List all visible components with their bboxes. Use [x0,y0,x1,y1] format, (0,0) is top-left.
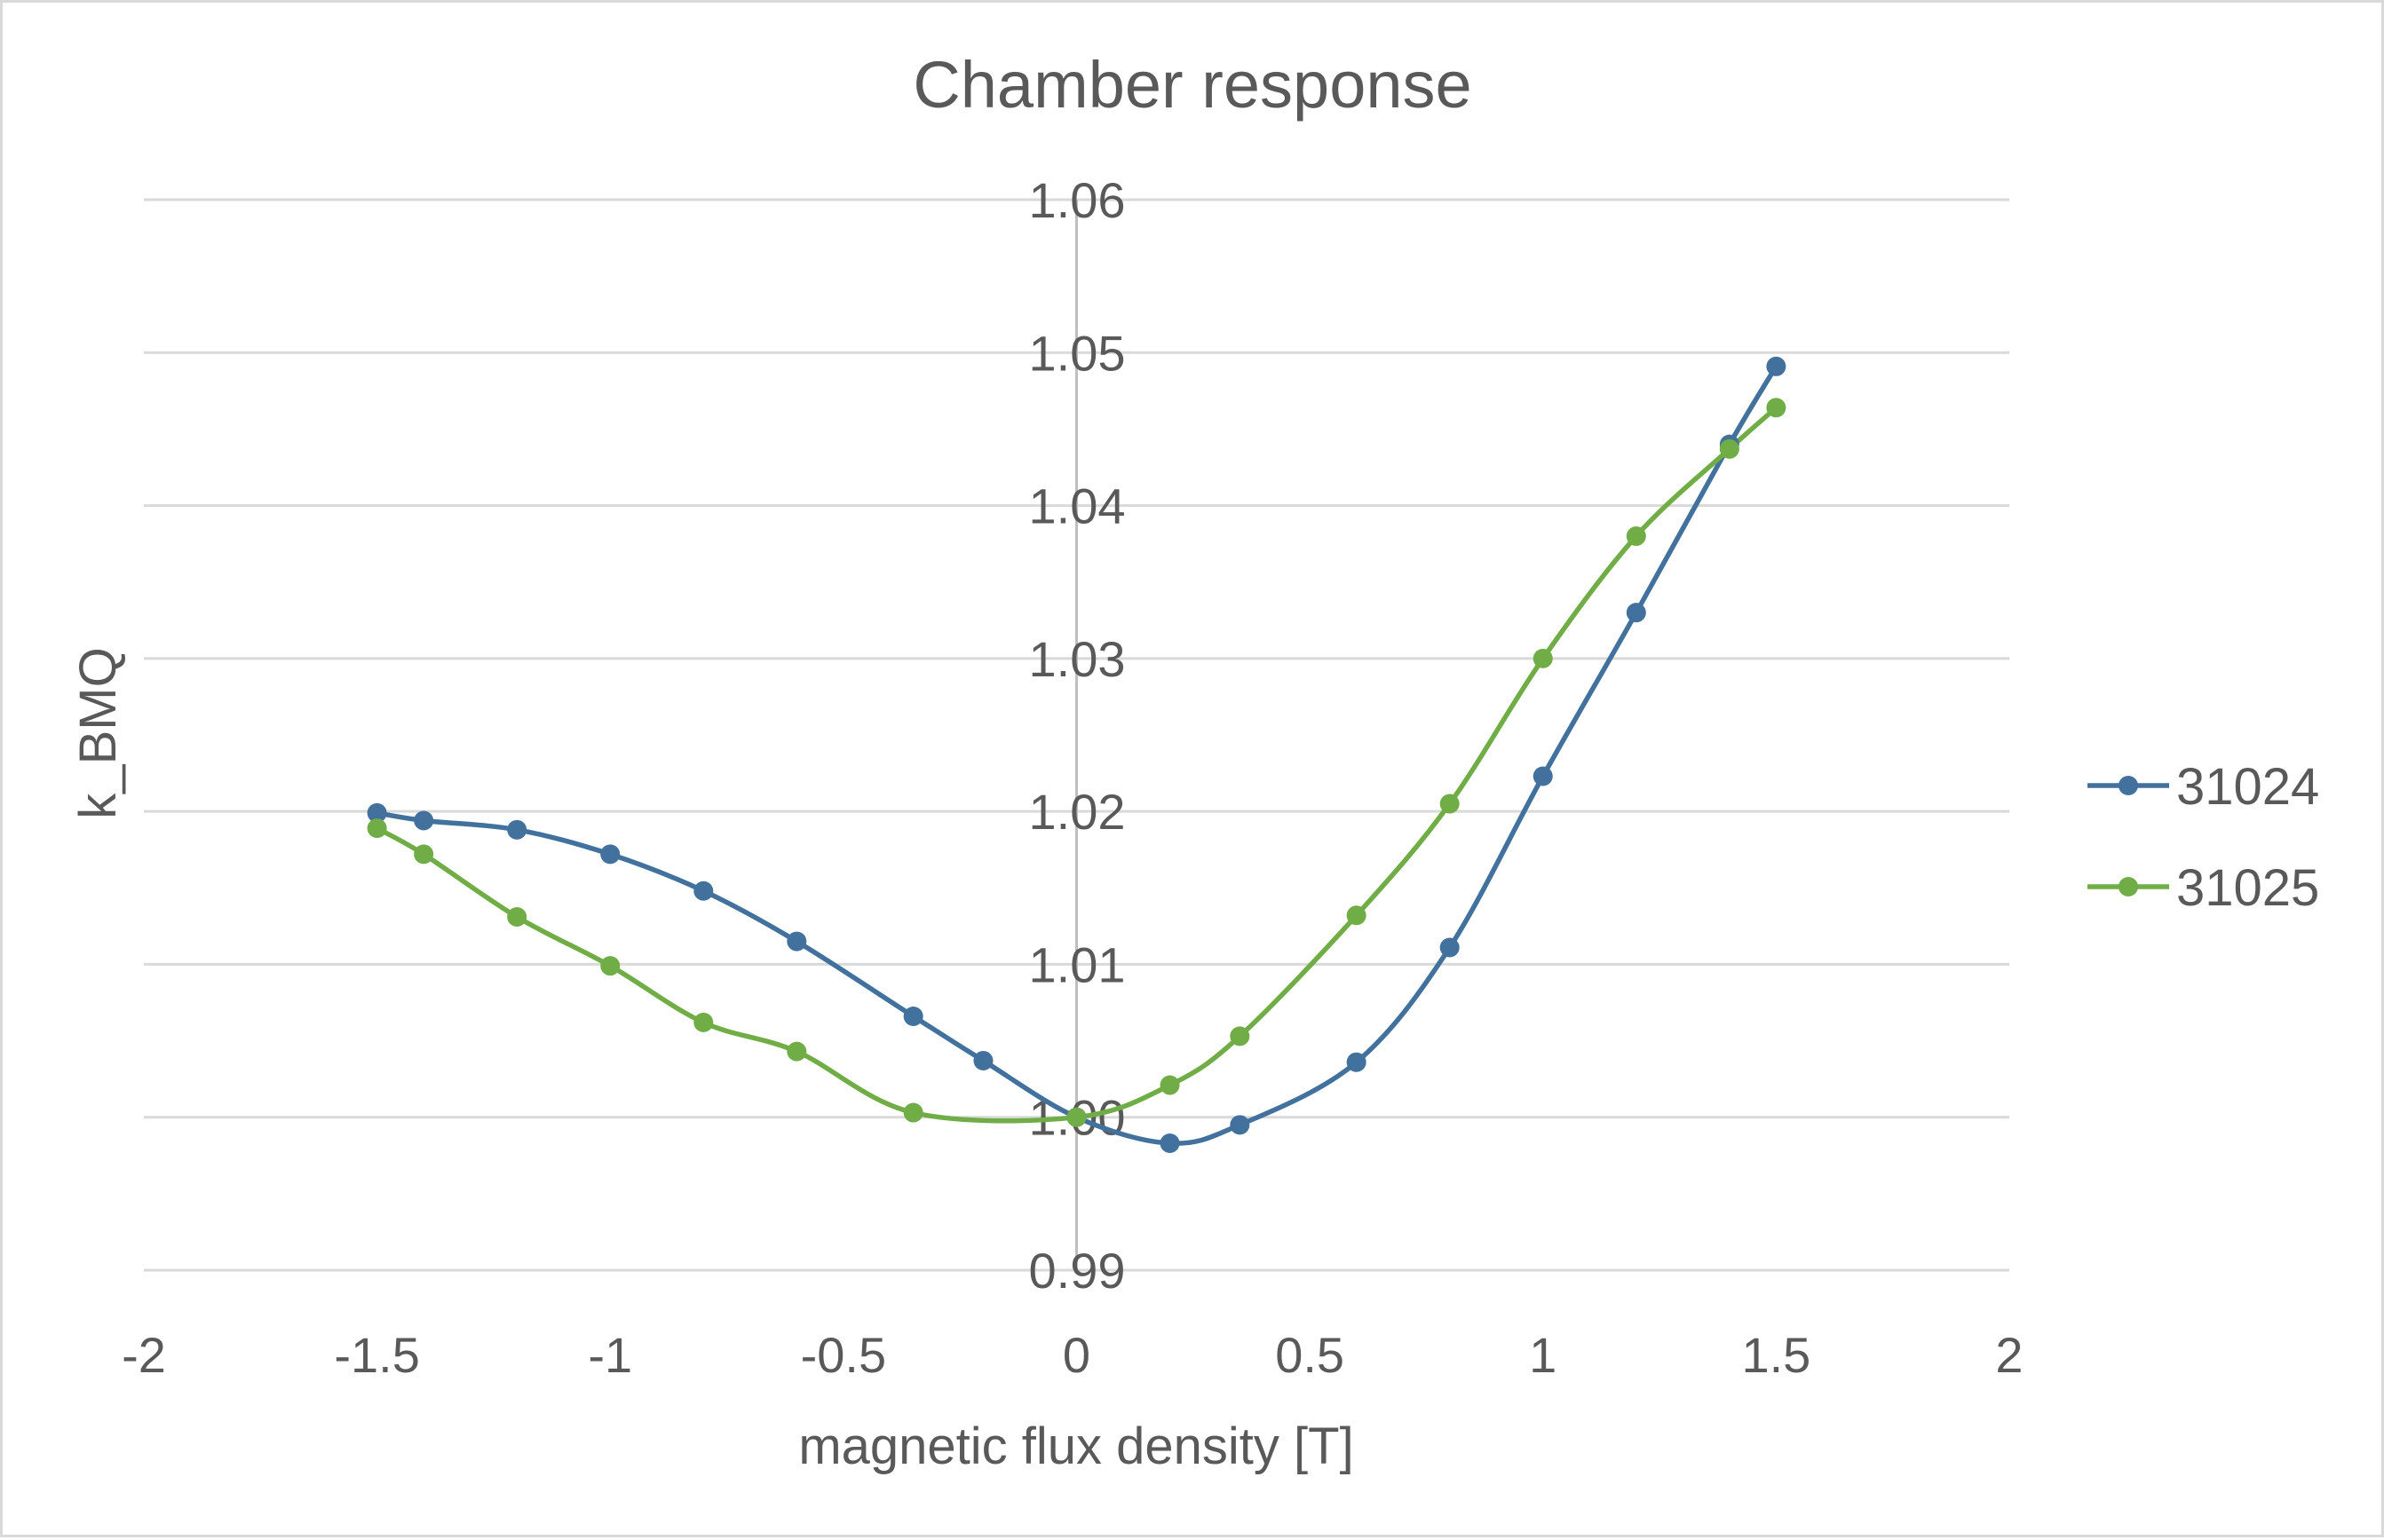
data-point-31025-8 [1160,1075,1180,1095]
chart-svg: Chamber response -2 -1.5 -1 -0.5 0 0.5 1 1.5 2 0… [69,48,2319,1475]
x-tick-label: 1.5 [1741,1327,1810,1383]
data-point-31025-7 [1066,1107,1087,1127]
x-tick-label: 0 [1063,1327,1090,1383]
data-point-31025-9 [1230,1026,1250,1046]
data-point-31024-13 [1533,766,1553,786]
series-markers [367,356,1786,1154]
x-tick-label: -2 [122,1327,166,1383]
y-tick-label: 1.06 [1029,172,1126,228]
data-point-31024-0 [367,802,387,823]
data-point-31025-5 [787,1041,807,1062]
data-point-31024-11 [1346,1052,1366,1072]
data-point-31025-0 [367,818,387,839]
y-tick-label: 1.01 [1029,936,1126,992]
data-point-31025-1 [414,844,434,865]
data-point-31025-15 [1766,398,1786,418]
y-tick-label: 0.99 [1029,1243,1126,1299]
legend-item-31024: 31024 [2087,758,2319,816]
data-point-31024-6 [903,1007,923,1027]
data-point-31024-9 [1160,1133,1180,1154]
y-tick-label: 1.04 [1029,478,1126,534]
data-point-31024-14 [1626,603,1646,623]
data-point-31024-12 [1439,937,1460,958]
x-tick-label: -0.5 [801,1327,887,1383]
data-point-31024-16 [1766,356,1786,376]
data-point-31025-3 [600,956,621,976]
data-point-31024-3 [600,844,621,865]
data-point-31025-13 [1626,526,1646,547]
data-point-31024-1 [414,810,434,831]
data-point-31025-12 [1533,648,1553,668]
data-point-31024-2 [507,819,527,840]
x-tick-label: 2 [1995,1327,2023,1383]
data-point-31024-4 [693,881,714,901]
legend-item-31025: 31025 [2087,859,2319,917]
chart-title: Chamber response [913,48,1471,122]
data-point-31024-10 [1230,1115,1250,1135]
data-point-31024-7 [973,1050,994,1070]
x-axis-title: magnetic flux density [T] [798,1418,1353,1475]
series-line-31025 [374,405,1779,1124]
y-tick-label: 1.05 [1029,325,1126,381]
y-axis-title: k_BMQ [69,647,127,818]
legend: 31024 31025 [2087,758,2319,917]
x-tick-label: 0.5 [1275,1327,1344,1383]
x-tick-label: -1.5 [334,1327,420,1383]
data-point-31024-5 [787,931,807,952]
x-tick-label: 1 [1529,1327,1556,1383]
data-point-31025-11 [1439,794,1460,814]
legend-label-31025: 31025 [2176,859,2319,917]
y-tick-label: 1.03 [1029,631,1126,687]
legend-marker-31024 [2119,776,2138,795]
data-point-31025-2 [507,907,527,928]
x-tick-label: -1 [588,1327,632,1383]
legend-marker-31025 [2119,877,2138,896]
legend-label-31024: 31024 [2176,758,2319,816]
data-point-31025-14 [1719,438,1739,459]
data-point-31025-6 [903,1102,923,1123]
y-tick-label: 1.02 [1029,784,1126,840]
data-point-31025-10 [1346,905,1366,926]
data-point-31025-4 [693,1012,714,1032]
x-tick-labels: -2 -1.5 -1 -0.5 0 0.5 1 1.5 2 [122,1327,2023,1383]
